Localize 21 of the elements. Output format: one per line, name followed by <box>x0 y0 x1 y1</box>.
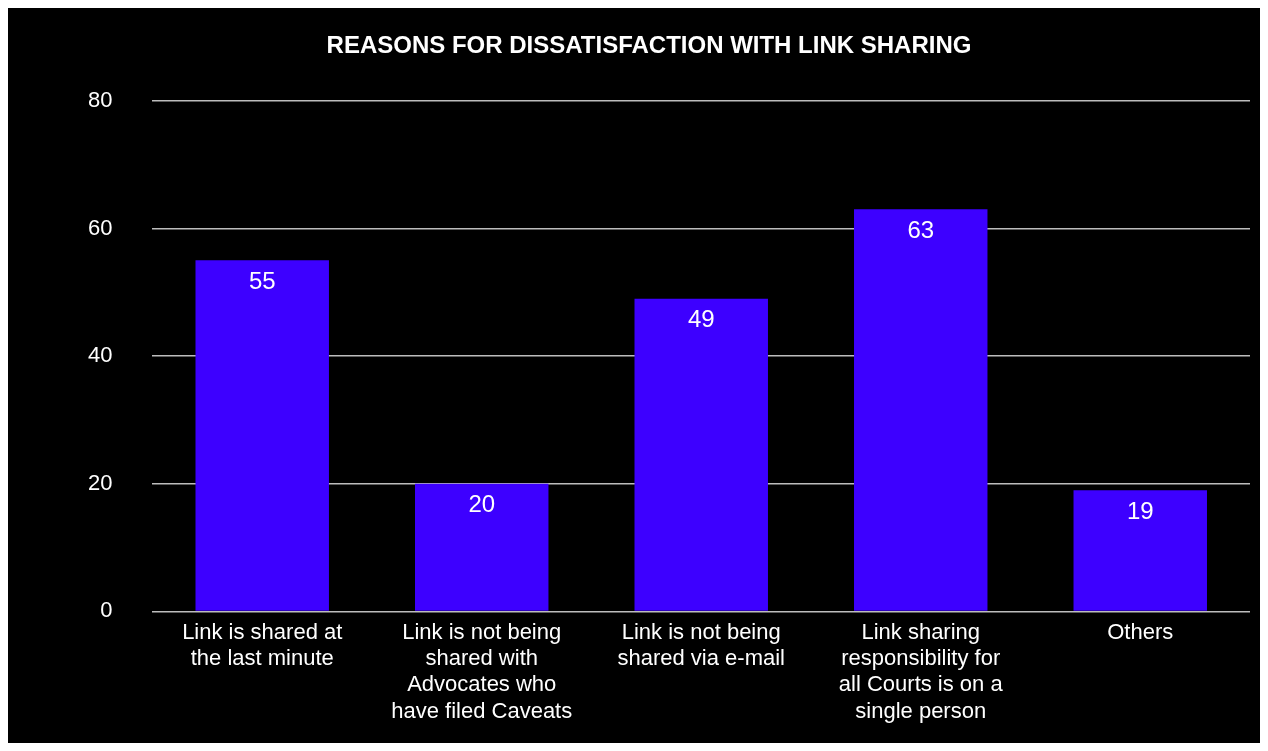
data-label: 63 <box>907 215 935 243</box>
x-tick-label: Link is not being shared via e-mail <box>617 618 785 671</box>
y-tick-label: 0 <box>100 597 113 623</box>
bar <box>634 298 768 611</box>
x-tick-label: Link is shared at the last minute <box>182 618 343 671</box>
x-tick-label: Others <box>1107 618 1174 644</box>
chart-title: REASONS FOR DISSATISFACTION WITH LINK SHARING <box>326 31 972 59</box>
y-tick-label: 60 <box>87 214 113 240</box>
bar <box>1073 490 1207 611</box>
bar <box>415 483 549 611</box>
data-label: 19 <box>1126 496 1154 524</box>
x-tick-label: Link is not being shared with Advocates who have filed Caveats <box>391 618 573 723</box>
y-tick-label: 80 <box>87 86 113 112</box>
bar <box>854 209 988 611</box>
data-label: 20 <box>468 490 496 518</box>
y-tick-label: 40 <box>87 342 113 368</box>
y-tick-label: 20 <box>87 469 113 495</box>
bar <box>195 260 329 611</box>
x-tick-label: Link sharing responsibility for all Courts is on a single person <box>838 618 1004 723</box>
data-label: 49 <box>687 305 715 333</box>
data-label: 55 <box>248 266 276 294</box>
